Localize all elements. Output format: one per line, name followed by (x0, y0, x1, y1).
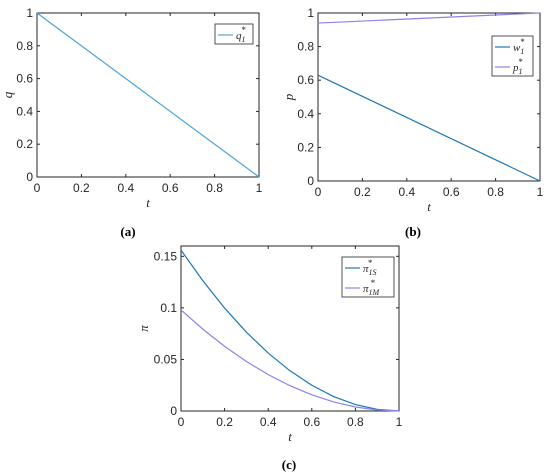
x-tick-label: 0.4 (117, 181, 134, 195)
axes-box (317, 12, 541, 182)
y-tick-label: 0 (307, 174, 314, 188)
y-tick-label: 0.2 (16, 137, 33, 151)
y-tick-label: 0.6 (297, 73, 314, 87)
legend: q1* (214, 23, 254, 45)
panel-b-label: (b) (405, 224, 421, 239)
x-tick-label: 0.4 (398, 185, 415, 199)
axes-box (180, 245, 400, 412)
x-tick-label: 1 (396, 415, 403, 429)
legend-box (341, 256, 395, 298)
x-tick-label: 1 (256, 181, 263, 195)
x-tick-label: 0.8 (206, 181, 223, 195)
x-tick-label: 0 (315, 185, 322, 199)
y-tick-label: 0.4 (297, 107, 314, 121)
x-tick-label: 0.2 (216, 415, 233, 429)
x-tick-label: 0.8 (487, 185, 504, 199)
panel-c: 0 0.2 0.4 0.6 0.8 1 0 0.05 0.1 0.15 t π π1S*π1M* (136, 245, 403, 444)
x-tick-label: 0.2 (354, 185, 371, 199)
y-tick-label: 0.8 (16, 39, 33, 53)
y-tick-label: 0.15 (154, 249, 178, 263)
y-axis-label: q (0, 91, 15, 98)
y-tick-label: 0.2 (297, 140, 314, 154)
legend-entry-1: π1S* (363, 258, 377, 277)
y-tick-label: 0.6 (16, 72, 33, 86)
panel-a-label: (a) (120, 224, 135, 239)
series-line-2 (317, 12, 541, 24)
x-tick-label: 0.6 (303, 415, 320, 429)
legend: w1*p1* (491, 35, 534, 77)
y-axis-label: π (136, 325, 151, 332)
x-tick-label: 0 (34, 181, 41, 195)
y-tick-label: 0.05 (154, 352, 178, 366)
x-axis-label: t (427, 199, 431, 214)
legend: π1S*π1M* (341, 256, 395, 298)
y-tick-label: 1 (307, 6, 314, 20)
y-tick-label: 0 (170, 404, 177, 418)
x-tick-label: 0.6 (162, 181, 179, 195)
y-axis-label: p (281, 93, 296, 101)
legend-entry-1: w1* (513, 37, 525, 56)
y-tick-label: 1 (26, 6, 33, 20)
axes-box (36, 12, 260, 178)
x-tick-label: 0.4 (260, 415, 277, 429)
panel-c-label: (c) (282, 457, 296, 472)
x-tick-label: 0 (178, 415, 185, 429)
series-line-1 (36, 12, 260, 178)
y-tick-label: 0.4 (16, 104, 33, 118)
legend-entry-2: p1* (512, 57, 523, 76)
x-axis-label: t (146, 195, 150, 210)
series-line-1 (180, 249, 400, 412)
legend-box (491, 35, 534, 77)
x-tick-label: 1 (537, 185, 544, 199)
panel-b: 0 0.2 0.4 0.6 0.8 1 0 0.2 0.4 0.6 0.8 1 t p w1*p1* (281, 6, 544, 214)
legend-box (214, 23, 254, 45)
x-tick-label: 0.6 (443, 185, 460, 199)
series-line-2 (180, 309, 400, 412)
legend-entry-2: π1M* (363, 278, 381, 297)
y-tick-label: 0 (26, 170, 33, 184)
x-tick-label: 0.8 (347, 415, 364, 429)
y-tick-label: 0.8 (297, 40, 314, 54)
legend-entry-1: q1* (236, 25, 246, 44)
x-tick-label: 0.2 (73, 181, 90, 195)
y-tick-label: 0.1 (160, 301, 177, 315)
panel-a: 0 0.2 0.4 0.6 0.8 1 0 0.2 0.4 0.6 0.8 1 t q q1* (0, 6, 263, 210)
series-line-1 (317, 74, 541, 182)
x-axis-label: t (288, 429, 292, 444)
